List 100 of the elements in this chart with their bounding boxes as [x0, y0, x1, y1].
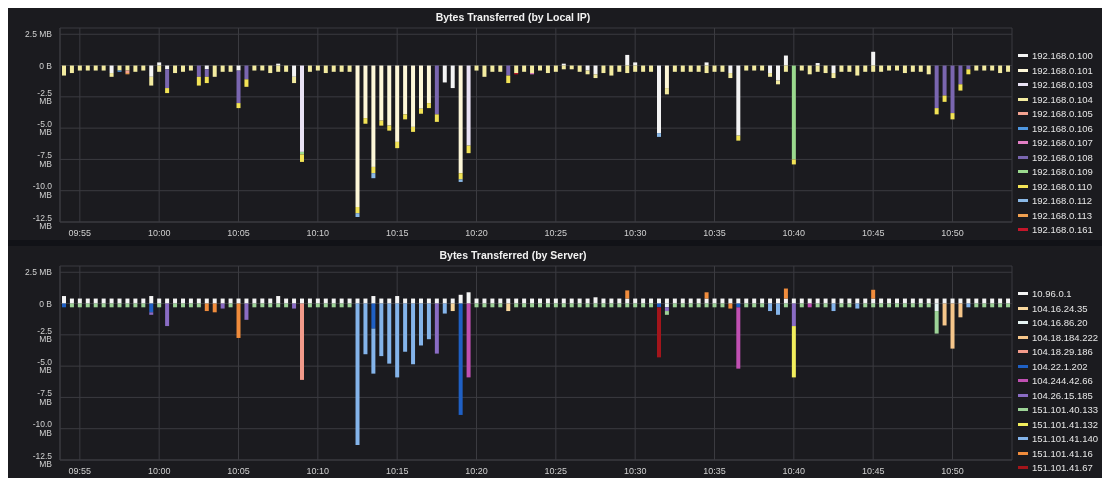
bar: [617, 65, 622, 72]
bar: [855, 298, 860, 304]
bar: [720, 65, 725, 72]
bar: [347, 298, 352, 304]
bar: [625, 298, 630, 304]
bar: [887, 298, 892, 304]
bar: [85, 298, 90, 304]
x-tick-label: 10:35: [703, 228, 726, 239]
x-tick-label: 10:45: [861, 466, 885, 477]
bar: [506, 298, 511, 304]
bar: [307, 298, 312, 304]
bar: [998, 65, 1003, 74]
bar: [847, 298, 852, 304]
bar: [950, 65, 955, 114]
bar: [434, 303, 439, 354]
x-tick-label: 10:25: [544, 228, 568, 239]
x-tick-label: 10:45: [861, 228, 885, 239]
bar: [268, 298, 273, 304]
x-tick-label: 10:00: [147, 466, 171, 477]
bar: [704, 62, 709, 66]
legend-label: 151.101.41.132: [1032, 418, 1099, 430]
legend-label: 104.16.86.20: [1032, 317, 1088, 328]
bar: [530, 65, 535, 74]
bar: [371, 166, 376, 174]
bar: [934, 298, 939, 304]
x-tick-label: 10:15: [385, 466, 409, 477]
bar: [958, 298, 963, 304]
bar: [958, 84, 963, 91]
bar: [299, 298, 304, 304]
bar: [363, 303, 368, 355]
bar: [133, 65, 138, 72]
bar: [292, 298, 297, 304]
legend-label: 192.168.0.113: [1032, 209, 1093, 221]
bar: [577, 65, 582, 72]
bar: [411, 298, 416, 304]
bar: [593, 65, 598, 75]
bar: [236, 303, 241, 338]
bar: [910, 65, 915, 72]
bar: [974, 298, 979, 304]
bar: [379, 65, 384, 121]
bar: [157, 298, 162, 304]
bar: [696, 298, 701, 304]
bar: [387, 125, 392, 131]
bar: [760, 298, 765, 304]
bar: [879, 298, 884, 304]
bar: [347, 65, 352, 72]
y-tick-label: -5.0 MB: [37, 356, 53, 376]
bar: [379, 120, 384, 126]
legend-label: 10.96.0.1: [1032, 288, 1072, 299]
bar: [664, 298, 669, 304]
legend-label: 192.168.0.104: [1032, 93, 1093, 105]
bar: [93, 65, 98, 71]
bar: [466, 303, 471, 378]
bar: [387, 298, 392, 304]
bar: [403, 65, 408, 115]
bar: [173, 298, 178, 304]
bar: [775, 65, 780, 81]
bar: [395, 296, 400, 304]
bar: [514, 298, 519, 304]
legend-label: 151.101.41.140: [1032, 433, 1099, 444]
legend-label: 192.168.0.108: [1032, 151, 1093, 163]
bar: [752, 298, 757, 304]
bar: [768, 73, 773, 77]
bar: [712, 298, 717, 304]
bar: [656, 65, 661, 134]
bar: [752, 65, 757, 71]
legend-label: 104.22.1.202: [1032, 360, 1088, 372]
x-tick-label: 10:50: [941, 228, 964, 239]
bar: [276, 65, 281, 72]
bar: [149, 296, 154, 304]
bar: [871, 298, 876, 304]
y-tick-label: -2.5 MB: [37, 87, 53, 107]
bar: [434, 114, 439, 122]
bar: [831, 303, 836, 312]
bar: [910, 298, 915, 304]
bar: [783, 298, 788, 304]
bar: [292, 76, 297, 84]
bar: [855, 303, 860, 309]
legend-label: 192.168.0.161: [1032, 224, 1093, 235]
bar: [157, 62, 162, 66]
bar: [728, 73, 733, 79]
bar: [736, 298, 741, 304]
bar: [680, 65, 685, 72]
bar: [950, 303, 955, 349]
bar: [633, 65, 638, 72]
chart-title: Bytes Transferred (by Server): [438, 248, 588, 263]
bar: [442, 65, 447, 83]
bar: [434, 298, 439, 304]
bar: [506, 65, 511, 76]
bar: [188, 65, 193, 71]
bar: [641, 65, 646, 72]
bar: [799, 298, 804, 304]
bar: [649, 298, 654, 304]
bar: [61, 296, 66, 304]
legend-label: 151.101.41.67: [1032, 462, 1093, 473]
bar: [299, 303, 304, 380]
bar: [633, 298, 638, 304]
bar: [69, 65, 74, 74]
bar: [426, 65, 431, 104]
bar: [411, 65, 416, 127]
